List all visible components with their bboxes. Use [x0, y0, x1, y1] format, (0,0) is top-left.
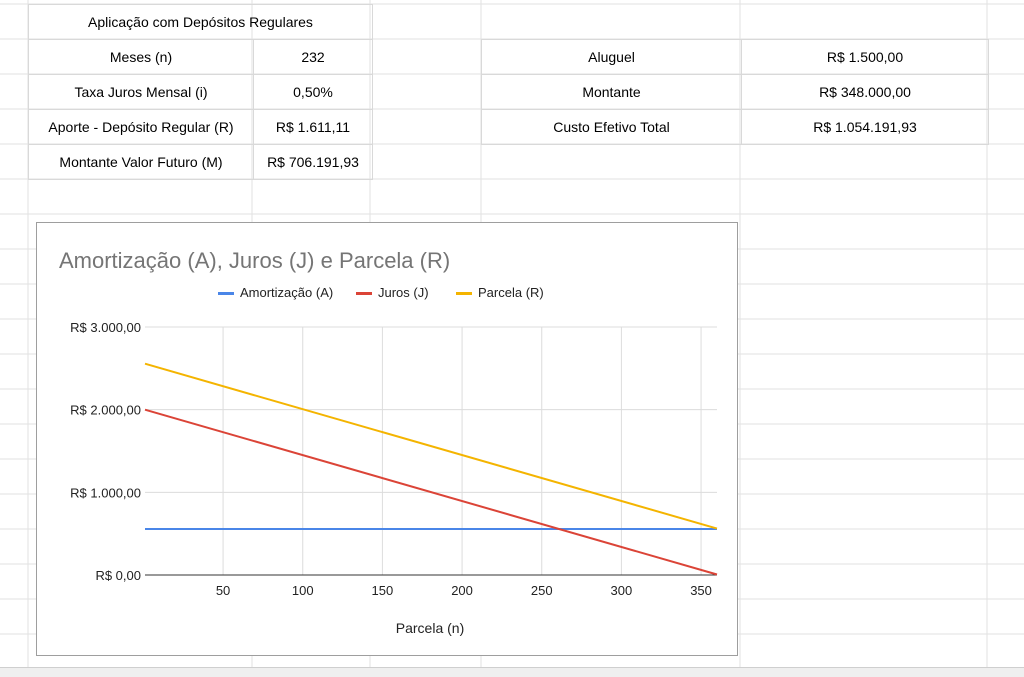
value-cell[interactable]: 0,50%: [253, 74, 373, 110]
legend-swatch: [218, 292, 234, 295]
legend-label: Juros (J): [378, 285, 429, 300]
x-tick-label: 350: [690, 583, 712, 598]
x-axis-label: Parcela (n): [396, 620, 464, 636]
table-row: Aporte - Depósito Regular (R) R$ 1.611,1…: [28, 109, 373, 145]
table-row: Meses (n) 232: [28, 39, 373, 75]
legend-swatch: [456, 292, 472, 295]
chart-series: [144, 362, 718, 576]
value-cell[interactable]: 232: [253, 39, 373, 75]
series-line[interactable]: [144, 408, 718, 576]
y-tick-label: R$ 2.000,00: [70, 403, 141, 418]
value-cell[interactable]: R$ 706.191,93: [253, 144, 373, 180]
chart-grid: [145, 326, 717, 575]
y-tick-label: R$ 0,00: [95, 568, 141, 583]
chart-legend: Amortização (A) Juros (J) Parcela (R): [218, 285, 544, 300]
label-cell[interactable]: Montante Valor Futuro (M): [28, 144, 254, 180]
table-row: Custo Efetivo Total R$ 1.054.191,93: [481, 109, 989, 145]
value-cell[interactable]: R$ 348.000,00: [741, 74, 989, 110]
table-row: Montante Valor Futuro (M) R$ 706.191,93: [28, 144, 373, 180]
chart-title: Amortização (A), Juros (J) e Parcela (R): [59, 248, 450, 273]
window-bottom-edge: [0, 667, 1024, 677]
line-chart[interactable]: Amortização (A), Juros (J) e Parcela (R)…: [36, 222, 738, 656]
x-tick-label: 250: [531, 583, 553, 598]
rent-cost-table: Aluguel R$ 1.500,00 Montante R$ 348.000,…: [481, 39, 989, 145]
x-tick-label: 100: [292, 583, 314, 598]
legend-label: Amortização (A): [240, 285, 333, 300]
x-tick-label: 200: [451, 583, 473, 598]
deposit-application-table: Aplicação com Depósitos Regulares Meses …: [28, 4, 373, 180]
x-tick-label: 150: [372, 583, 394, 598]
legend-swatch: [356, 292, 372, 295]
label-cell[interactable]: Taxa Juros Mensal (i): [28, 74, 254, 110]
legend-label: Parcela (R): [478, 285, 544, 300]
value-cell[interactable]: R$ 1.611,11: [253, 109, 373, 145]
table-row: Taxa Juros Mensal (i) 0,50%: [28, 74, 373, 110]
chart-axes: 50 100 150 200 250 300 350 R$ 0,00 R$ 1.000,00 R$…: [70, 320, 717, 598]
table-title-cell[interactable]: Aplicação com Depósitos Regulares: [28, 4, 373, 40]
label-cell[interactable]: Meses (n): [28, 39, 254, 75]
value-cell[interactable]: R$ 1.054.191,93: [741, 109, 989, 145]
label-cell[interactable]: Aluguel: [481, 39, 742, 75]
y-tick-label: R$ 3.000,00: [70, 320, 141, 335]
y-tick-label: R$ 1.000,00: [70, 485, 141, 500]
x-tick-label: 300: [611, 583, 633, 598]
label-cell[interactable]: Custo Efetivo Total: [481, 109, 742, 145]
table-row: Montante R$ 348.000,00: [481, 74, 989, 110]
chart-canvas: Amortização (A), Juros (J) e Parcela (R)…: [59, 248, 718, 636]
x-tick-label: 50: [216, 583, 230, 598]
label-cell[interactable]: Montante: [481, 74, 742, 110]
series-line[interactable]: [144, 362, 718, 530]
value-cell[interactable]: R$ 1.500,00: [741, 39, 989, 75]
label-cell[interactable]: Aporte - Depósito Regular (R): [28, 109, 254, 145]
table-row: Aluguel R$ 1.500,00: [481, 39, 989, 75]
table-title-row: Aplicação com Depósitos Regulares: [28, 4, 373, 40]
